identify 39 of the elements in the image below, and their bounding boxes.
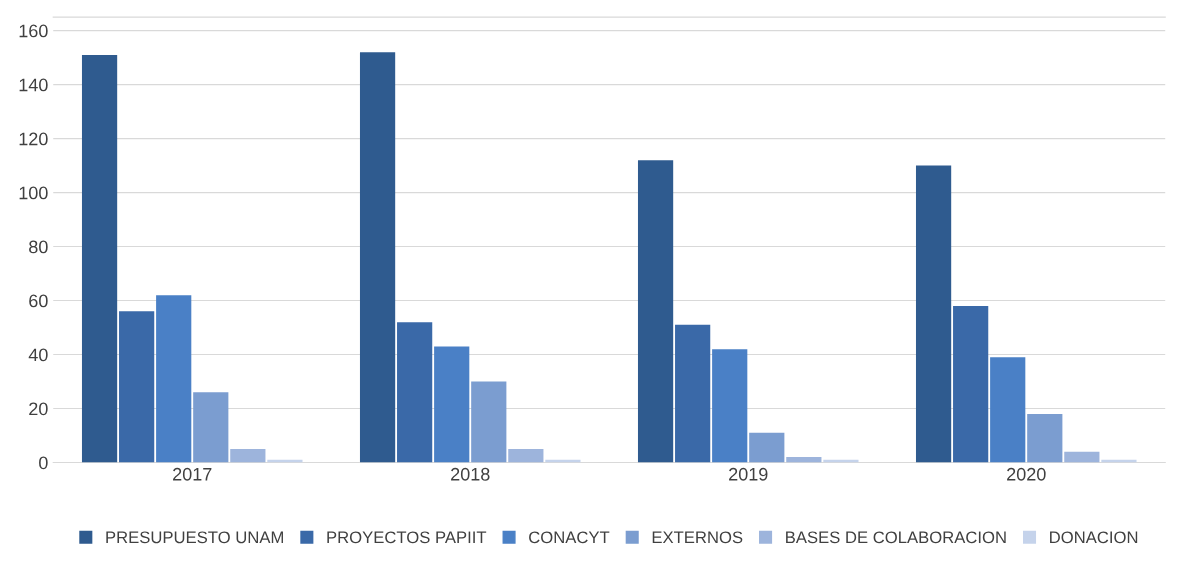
bar <box>193 392 229 463</box>
y-tick-label: 140 <box>19 78 48 92</box>
bar <box>230 449 266 463</box>
legend-label: EXTERNOS <box>652 531 743 544</box>
y-tick-label: 0 <box>39 456 48 470</box>
bar <box>990 357 1026 463</box>
y-tick-label: 120 <box>19 132 48 146</box>
bar <box>675 324 711 463</box>
x-tick-label: 2020 <box>1007 467 1046 481</box>
legend-label: PRESUPUESTO UNAM <box>106 531 283 544</box>
x-tick-label: 2019 <box>729 467 768 481</box>
bar <box>786 457 822 463</box>
x-tick-label: 2018 <box>451 467 490 481</box>
bar <box>397 322 433 463</box>
legend-label: BASES DE COLABORACION <box>786 531 1006 544</box>
bar <box>81 54 118 463</box>
y-tick-label: 40 <box>28 348 48 362</box>
bar <box>637 160 674 463</box>
bar <box>953 305 989 463</box>
bar <box>1064 451 1100 463</box>
bar <box>359 52 396 463</box>
x-tick-label: 2017 <box>173 467 212 481</box>
bar <box>712 349 748 463</box>
legend-label: PROYECTOS PAPIIT <box>327 531 487 544</box>
legend-label: DONACION <box>1050 531 1138 544</box>
bar <box>471 381 507 463</box>
y-tick-label: 20 <box>29 402 48 416</box>
y-tick-label: 160 <box>19 24 48 38</box>
bar <box>915 165 952 463</box>
y-tick-label: 60 <box>29 294 48 308</box>
y-tick-label: 100 <box>19 186 48 200</box>
bar <box>119 311 155 463</box>
bar <box>749 432 785 463</box>
bar <box>508 449 544 463</box>
bar <box>1027 413 1063 463</box>
bar <box>434 346 470 463</box>
y-tick-label: 80 <box>29 240 48 254</box>
legend-label: CONACYT <box>529 531 610 544</box>
bar <box>156 295 192 463</box>
